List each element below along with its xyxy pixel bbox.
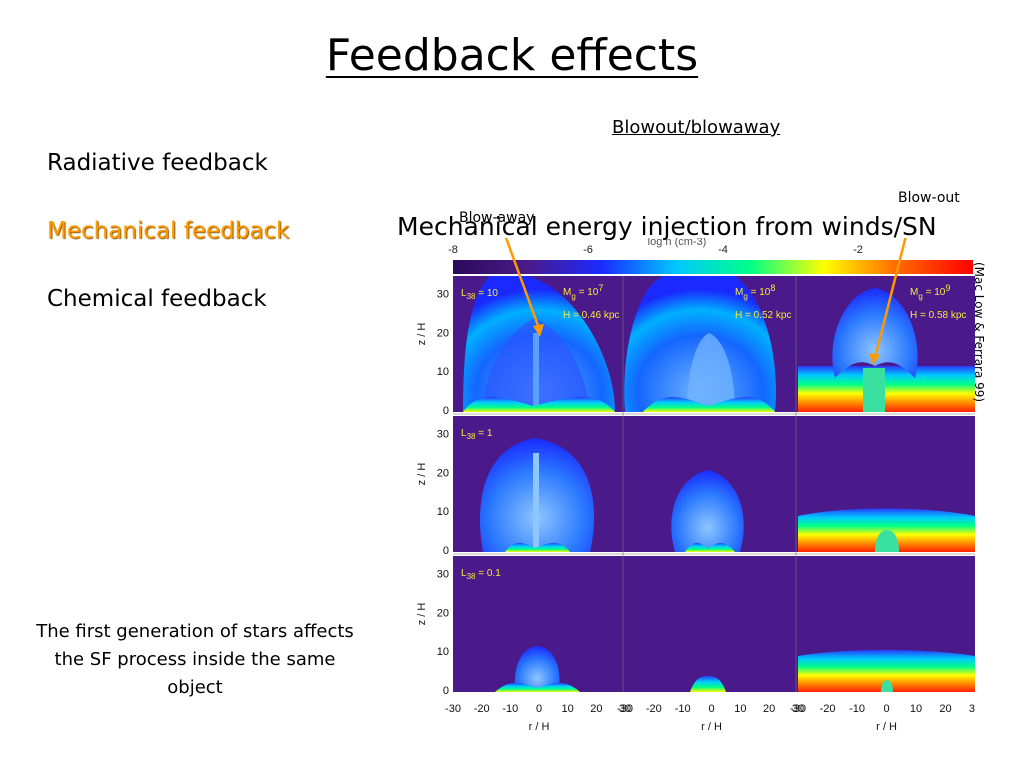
colorbar-tick: -4 [718,244,728,256]
slide-title: Feedback effects [325,30,699,81]
scale-height-label: H = 0.52 kpc [735,310,791,321]
x-tick: 30 [619,703,631,715]
item-chemical-feedback: Chemical feedback [47,286,267,312]
blowout-label: Blow-out [898,190,960,206]
y-tick: 10 [437,506,449,518]
colorbar-tick: -2 [853,244,863,256]
y-tick: 10 [437,646,449,658]
plume-row1-col2 [624,276,776,412]
x-tick: -10 [675,703,691,715]
plume-row3-col1 [495,646,580,692]
blowaway-arrowhead [533,324,544,337]
colorbar-tick: -6 [583,244,593,256]
luminosity-label: L38 = 10 [461,288,498,301]
x-tick: 20 [590,703,602,715]
x-axis-label: r / H [876,721,897,733]
y-tick: 20 [437,327,449,339]
x-tick: 20 [939,703,951,715]
y-tick: 0 [443,405,449,417]
blowout-arrowhead [869,353,880,365]
x-tick: -30 [790,703,806,715]
x-tick: -30 [445,703,461,715]
x-tick: -30 [617,703,633,715]
colorbar [453,260,973,274]
y-tick: 30 [437,428,449,440]
y-axis-label: z / H [416,463,428,486]
blowaway-label: Blow-away [459,210,535,226]
x-tick: 0 [883,703,889,715]
plume-row2-col1 [479,438,595,552]
plume-row3-col2 [690,676,726,692]
mass-label: Mg = 107 [563,283,603,301]
blowaway-arrow [504,238,542,332]
x-tick: 30 [792,703,804,715]
x-tick: 30 [969,703,975,715]
panel-r3-c2 [625,556,798,692]
y-axis-label: z / H [416,603,428,626]
slide-subtitle: Mechanical energy injection from winds/S… [397,212,937,241]
x-tick: -10 [849,703,865,715]
luminosity-label: L38 = 0.1 [461,568,501,581]
y-tick: 0 [443,545,449,557]
item-mechanical-feedback: Mechanical feedback [47,218,290,244]
mass-label: Mg = 108 [735,283,775,301]
x-axis-label: r / H [701,721,722,733]
y-tick: 0 [443,685,449,697]
y-tick: 10 [437,366,449,378]
figure-heading: Blowout/blowaway [612,117,781,138]
plume-row1-col3 [798,288,975,412]
x-tick: 10 [562,703,574,715]
y-tick: 30 [437,288,449,300]
x-axis-label: r / H [529,721,550,733]
y-tick: 30 [437,568,449,580]
x-tick: 20 [763,703,775,715]
luminosity-label: L38 = 1 [461,428,493,441]
x-tick: 10 [910,703,922,715]
figure-credit: (Mac Low & Ferrara 99) [972,262,986,403]
y-tick: 20 [437,467,449,479]
y-tick: 20 [437,607,449,619]
scale-height-label: H = 0.58 kpc [910,310,966,321]
colorbar-tick: -8 [448,244,458,256]
plume-row3-col3 [798,650,975,692]
plume-row1-col1 [463,276,615,412]
x-tick: 10 [734,703,746,715]
scale-height-label: H = 0.46 kpc [563,310,619,321]
x-tick: -20 [820,703,836,715]
mass-label: Mg = 109 [910,283,950,301]
x-tick: 0 [536,703,542,715]
simulation-figure: -8 -6 -4 -2 log n (cm-3) [416,238,975,733]
x-tick: -20 [646,703,662,715]
y-axis-label: z / H [416,323,428,346]
plume-row2-col2 [671,470,744,552]
slide-caption: The first generation of stars affects th… [36,621,354,698]
colorbar-label: log n (cm-3) [648,238,707,248]
item-radiative-feedback: Radiative feedback [47,150,268,176]
x-tick: 0 [708,703,714,715]
plume-row2-col3 [798,508,975,552]
blowout-arrow [873,238,907,359]
x-tick: -10 [502,703,518,715]
x-tick: -20 [474,703,490,715]
